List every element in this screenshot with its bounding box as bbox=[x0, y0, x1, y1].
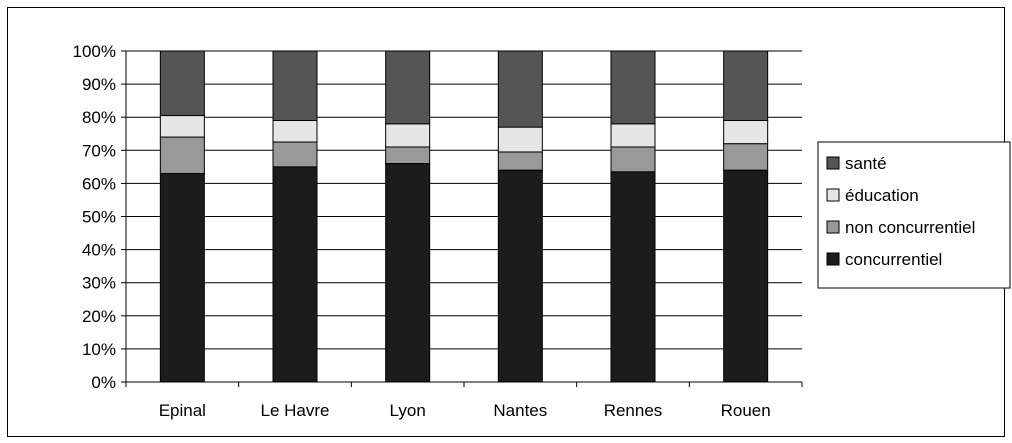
bar-segment-santé-Rennes bbox=[611, 51, 655, 124]
y-tick-label: 30% bbox=[82, 274, 116, 293]
bar-segment-santé-Nantes bbox=[498, 51, 542, 127]
legend-label: non concurrentiel bbox=[845, 218, 975, 237]
bar-segment-éducation-Nantes bbox=[498, 127, 542, 152]
legend-swatch bbox=[827, 189, 839, 201]
y-tick-label: 0% bbox=[91, 373, 116, 392]
bar-segment-concurrentiel-Le-Havre bbox=[273, 167, 317, 382]
legend-swatch bbox=[827, 253, 839, 265]
bar-segment-concurrentiel-Rennes bbox=[611, 172, 655, 382]
x-tick-label: Rennes bbox=[604, 401, 663, 420]
bar-segment-non-concurrentiel-Rennes bbox=[611, 147, 655, 172]
x-tick-label: Epinal bbox=[159, 401, 206, 420]
y-tick-label: 90% bbox=[82, 75, 116, 94]
legend: santé éducation non concurrentiel concurren… bbox=[818, 142, 1010, 288]
bar-segment-non-concurrentiel-Epinal bbox=[160, 137, 204, 173]
y-tick-label: 50% bbox=[82, 208, 116, 227]
y-tick-label: 10% bbox=[82, 340, 116, 359]
legend-label: concurrentiel bbox=[845, 250, 942, 269]
bar-segment-non-concurrentiel-Rouen bbox=[724, 144, 768, 170]
legend-label: santé bbox=[845, 154, 887, 173]
x-tick-label: Lyon bbox=[390, 401, 426, 420]
bar-segment-concurrentiel-Nantes bbox=[498, 170, 542, 382]
legend-swatch bbox=[827, 221, 839, 233]
bar-segment-non-concurrentiel-Le-Havre bbox=[273, 142, 317, 167]
bar-segment-santé-Rouen bbox=[724, 51, 768, 121]
y-tick-label: 100% bbox=[73, 42, 116, 61]
bar-segment-éducation-Epinal bbox=[160, 116, 204, 138]
y-tick-label: 40% bbox=[82, 241, 116, 260]
y-tick-label: 80% bbox=[82, 108, 116, 127]
y-tick-label: 20% bbox=[82, 307, 116, 326]
y-tick-label: 60% bbox=[82, 174, 116, 193]
gridlines bbox=[126, 51, 802, 349]
bar-segment-non-concurrentiel-Lyon bbox=[386, 147, 430, 164]
bar-segment-santé-Le-Havre bbox=[273, 51, 317, 121]
bar-segment-éducation-Le-Havre bbox=[273, 121, 317, 143]
bar-segment-non-concurrentiel-Nantes bbox=[498, 152, 542, 170]
y-tick-label: 70% bbox=[82, 141, 116, 160]
bar-segment-éducation-Rennes bbox=[611, 124, 655, 147]
bar-segment-santé-Epinal bbox=[160, 51, 204, 116]
bar-segment-concurrentiel-Lyon bbox=[386, 164, 430, 382]
x-tick-label: Rouen bbox=[721, 401, 771, 420]
x-tick-label: Le Havre bbox=[261, 401, 330, 420]
bar-segment-éducation-Lyon bbox=[386, 124, 430, 147]
bar-segment-concurrentiel-Epinal bbox=[160, 173, 204, 382]
bar-segment-concurrentiel-Rouen bbox=[724, 170, 768, 382]
bar-segment-santé-Lyon bbox=[386, 51, 430, 124]
bar-segment-éducation-Rouen bbox=[724, 121, 768, 144]
legend-swatch bbox=[827, 157, 839, 169]
y-axis: 0% 10% 20% 30% 40% 50% 60% 70% 80% 90% 100% bbox=[73, 42, 126, 392]
x-axis: Epinal Le Havre Lyon Nantes Rennes Rouen bbox=[126, 382, 802, 420]
legend-label: éducation bbox=[845, 186, 919, 205]
x-tick-label: Nantes bbox=[493, 401, 547, 420]
